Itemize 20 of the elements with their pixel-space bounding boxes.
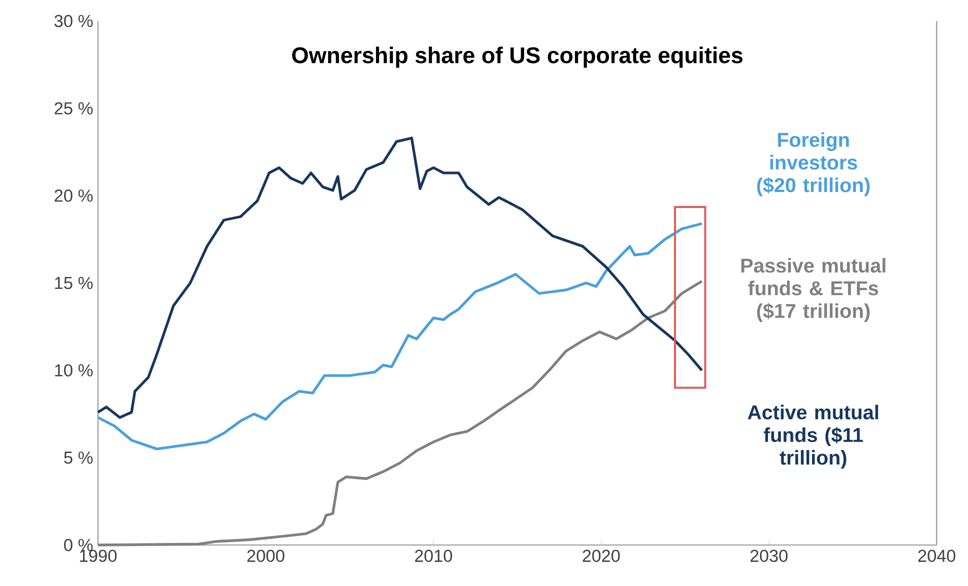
x-tick-label: 1990 bbox=[80, 550, 117, 562]
y-tick-label: 20 % bbox=[54, 190, 93, 202]
text: Active mutual funds ($11 trillion) bbox=[748, 404, 878, 469]
y-tick-label: 15 % bbox=[55, 276, 93, 290]
x-tick-label: 2000 bbox=[247, 550, 284, 562]
x-tick-label: 2020 bbox=[582, 550, 620, 562]
line-series bbox=[96, 280, 704, 546]
x-tick-label: 2010 bbox=[415, 550, 452, 562]
line-series bbox=[96, 136, 704, 419]
y-tick-label: 30 % bbox=[54, 14, 93, 28]
y-tick-label: 0 % bbox=[64, 538, 93, 552]
text: Passive mutual funds & ETFs ($17 trillion) bbox=[741, 258, 886, 322]
y-tick-label: 10 % bbox=[55, 364, 93, 376]
line-series bbox=[96, 222, 704, 450]
y-tick-label: 25 % bbox=[54, 102, 93, 114]
y-tick-label: 5 % bbox=[64, 452, 93, 464]
x-tick-label: 2040 bbox=[918, 550, 956, 562]
text: Foreign investors ($20 trillion) bbox=[757, 132, 870, 196]
text: Ownership share of US corporate equities bbox=[292, 46, 742, 68]
x-tick-label: 2030 bbox=[750, 550, 788, 562]
